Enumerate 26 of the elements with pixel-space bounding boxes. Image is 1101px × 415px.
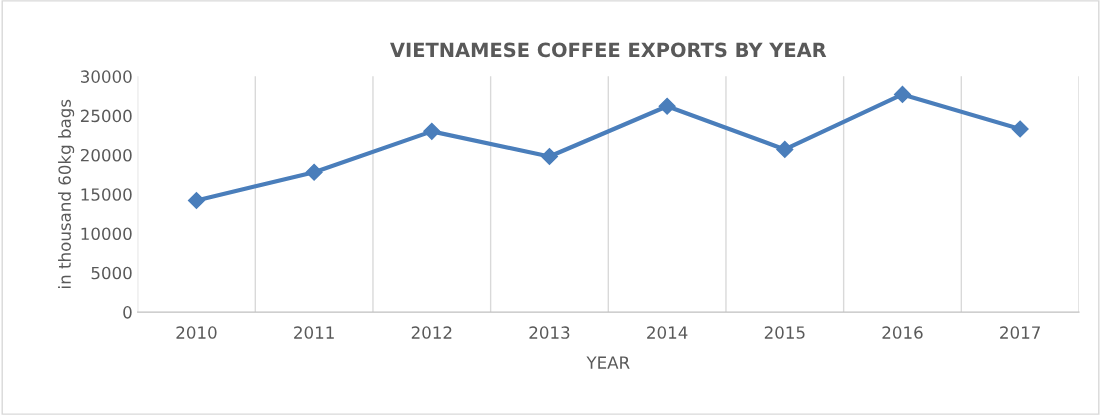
x-tick-label: 2015 bbox=[764, 326, 805, 339]
x-tick-label: 2017 bbox=[1000, 326, 1040, 339]
x-tick-label: 2010 bbox=[176, 326, 217, 339]
y-tick-label: 20000 bbox=[80, 148, 132, 162]
y-tick-label: 5000 bbox=[91, 266, 132, 280]
x-tick-label: 2012 bbox=[411, 326, 452, 339]
y-axis-title: in thousand 60kg bags bbox=[58, 99, 75, 288]
y-tick-label: 25000 bbox=[80, 109, 132, 123]
point bbox=[893, 85, 912, 103]
x-tick-label: 2011 bbox=[294, 326, 334, 339]
y-tick-label: 30000 bbox=[81, 70, 132, 83]
x-tick-label: 2013 bbox=[529, 326, 570, 339]
point bbox=[423, 122, 441, 140]
point bbox=[305, 163, 323, 181]
y-tick-label: 0 bbox=[123, 306, 132, 319]
point bbox=[540, 147, 559, 166]
y-tick-label: 15000 bbox=[81, 188, 132, 201]
x-tick-label: 2016 bbox=[882, 326, 923, 339]
point bbox=[1011, 120, 1029, 138]
point bbox=[776, 140, 794, 158]
point bbox=[187, 191, 206, 210]
x-axis-title: YEAR bbox=[586, 356, 630, 369]
chart-title: VIETNAMESE COFFEE EXPORTS BY YEAR bbox=[390, 42, 827, 58]
x-tick-label: 2014 bbox=[647, 326, 688, 339]
y-tick-label: 10000 bbox=[81, 227, 132, 241]
point bbox=[658, 97, 676, 115]
